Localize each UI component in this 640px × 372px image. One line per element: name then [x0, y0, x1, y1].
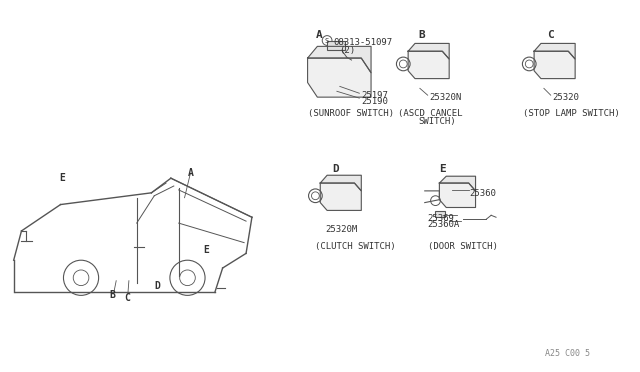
Text: D: D — [154, 281, 160, 291]
Text: E: E — [203, 244, 209, 254]
Text: (CLUTCH SWITCH): (CLUTCH SWITCH) — [316, 242, 396, 251]
Text: B: B — [109, 291, 115, 301]
Text: C: C — [124, 294, 130, 304]
Text: 25369: 25369 — [428, 214, 454, 223]
Text: (DOOR SWITCH): (DOOR SWITCH) — [428, 242, 497, 251]
Text: A: A — [188, 169, 193, 179]
Polygon shape — [320, 183, 362, 211]
Text: 25320N: 25320N — [429, 93, 462, 102]
Text: (2): (2) — [339, 46, 355, 55]
Text: C: C — [547, 30, 554, 40]
Text: D: D — [332, 164, 339, 174]
Text: 25360A: 25360A — [428, 220, 460, 229]
Text: 25197: 25197 — [362, 91, 388, 100]
Text: 25360: 25360 — [470, 189, 497, 198]
Bar — [327, 41, 345, 50]
Polygon shape — [408, 51, 449, 78]
Text: A25 C00 5: A25 C00 5 — [545, 349, 590, 358]
Text: A: A — [316, 30, 322, 40]
Text: (ASCD CANCEL: (ASCD CANCEL — [398, 109, 463, 118]
Polygon shape — [440, 183, 476, 208]
Polygon shape — [534, 51, 575, 78]
Text: 08313-51097: 08313-51097 — [333, 38, 392, 46]
Text: 25320: 25320 — [553, 93, 580, 102]
Text: S: S — [324, 38, 328, 44]
Polygon shape — [308, 46, 371, 73]
Text: B: B — [418, 30, 425, 40]
Text: 25320M: 25320M — [325, 225, 357, 234]
Polygon shape — [534, 44, 575, 59]
Text: (STOP LAMP SWITCH): (STOP LAMP SWITCH) — [524, 109, 620, 118]
Polygon shape — [408, 44, 449, 59]
Text: SWITCH): SWITCH) — [418, 117, 456, 126]
Text: 25190: 25190 — [362, 97, 388, 106]
Text: E: E — [440, 164, 446, 174]
Polygon shape — [440, 176, 476, 191]
Text: (SUNROOF SWITCH): (SUNROOF SWITCH) — [308, 109, 394, 118]
Text: E: E — [60, 173, 65, 183]
Polygon shape — [320, 175, 362, 191]
Bar — [435, 211, 445, 217]
Polygon shape — [308, 58, 371, 97]
